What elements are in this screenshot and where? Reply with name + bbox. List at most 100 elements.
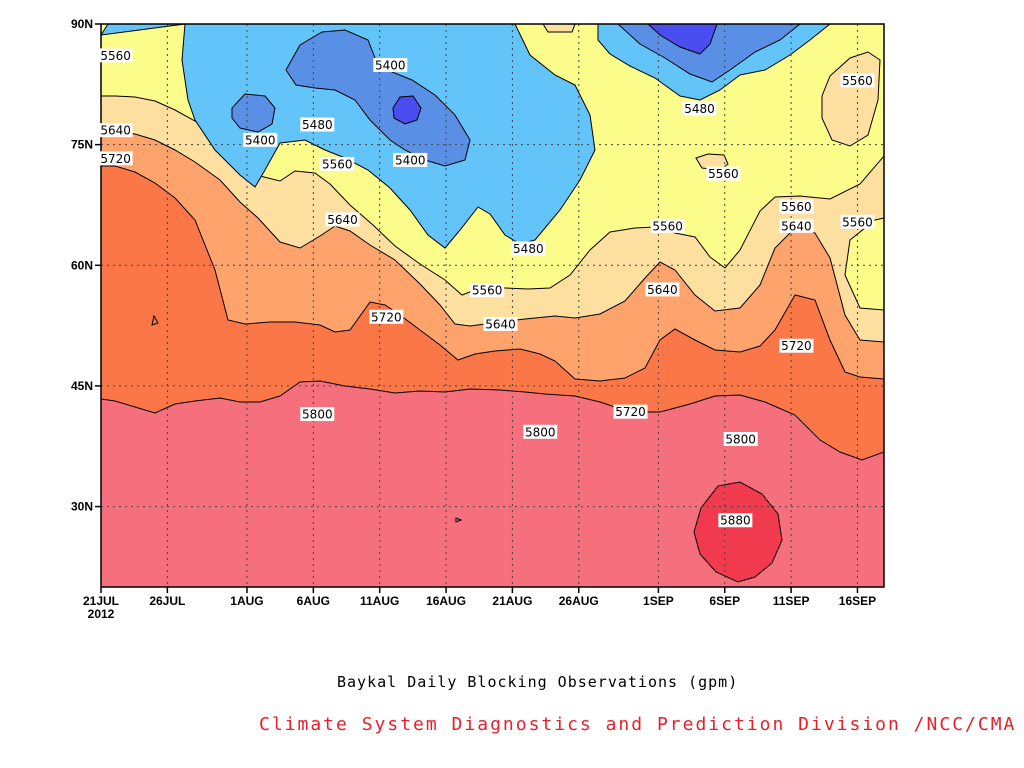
- contour-specks: [151, 314, 463, 523]
- contour-label: 5480: [511, 241, 546, 256]
- contour-label: 5480: [300, 117, 335, 132]
- contour-label-bg: [723, 432, 758, 447]
- contour-label: 5480: [682, 101, 717, 116]
- contour-label: 5400: [243, 132, 278, 147]
- contour-label-text: 5800: [525, 425, 556, 439]
- contour-label: 5720: [369, 309, 404, 324]
- contour-label-bg: [325, 212, 360, 227]
- contour-label-text: 5640: [781, 219, 812, 233]
- plot-frame: [100, 23, 885, 588]
- contour-label: 5640: [483, 316, 518, 331]
- x-tick-label: 6SEP: [709, 594, 740, 608]
- contour-label-bg: [840, 214, 875, 229]
- fill-patch-5560-top: [542, 24, 576, 33]
- contour-label-text: 5480: [684, 102, 715, 116]
- contour-label-text: 5400: [245, 133, 276, 147]
- contour-label-bg: [523, 424, 558, 439]
- contour-label-text: 5560: [842, 74, 873, 88]
- x-tick-label: 21AUG: [492, 594, 532, 608]
- contour-label-text: 5560: [708, 167, 739, 181]
- contour-label-bg: [373, 58, 408, 73]
- x-tick-label: 16AUG: [426, 594, 466, 608]
- contour-label-bg: [393, 152, 428, 167]
- contour-label: 5800: [300, 407, 335, 422]
- x-tick-label: 21JUL: [83, 594, 119, 608]
- x-axis: 21JUL 26JUL 1AUG 6AUG 11AUG 16AUG 21AUG 26AUG 1S…: [83, 587, 876, 621]
- contour-fill-layer: [101, 24, 884, 587]
- contour-label-bg: [840, 73, 875, 88]
- contour-label-bg: [511, 241, 546, 256]
- contour-label-text: 5640: [100, 124, 131, 138]
- x-tick-label: 1SEP: [643, 594, 674, 608]
- contour-label-bg: [718, 513, 753, 528]
- contour-label-bg: [779, 218, 814, 233]
- contour-label-bg: [243, 132, 278, 147]
- contour-label-bg: [779, 199, 814, 214]
- contour-label-text: 5560: [652, 219, 683, 233]
- contour-label-text: 5880: [720, 514, 751, 528]
- contour-label: 5560: [650, 218, 685, 233]
- contour-label: 5560: [779, 199, 814, 214]
- contour-label: 5560: [840, 73, 875, 88]
- contour-label-text: 5560: [842, 215, 873, 229]
- contour-label-bg: [483, 316, 518, 331]
- contour-label: 5560: [470, 283, 505, 298]
- contour-label-text: 5720: [615, 405, 646, 419]
- contour-label: 5720: [779, 338, 814, 353]
- contour-label: 5560: [98, 48, 133, 63]
- y-tick-label: 30N: [71, 500, 93, 514]
- contour-label-bg: [98, 48, 133, 63]
- contour-label-text: 5640: [647, 283, 678, 297]
- x-tick-label: 16SEP: [839, 594, 876, 608]
- contour-label: 5640: [325, 212, 360, 227]
- x-tick-label: 6AUG: [297, 594, 330, 608]
- contour-label: 5800: [523, 424, 558, 439]
- contour-label-bg: [650, 218, 685, 233]
- contour-label-text: 5560: [472, 284, 503, 298]
- contour-label-bg: [613, 404, 648, 419]
- contour-label-text: 5480: [302, 118, 333, 132]
- contour-label: 5560: [320, 156, 355, 171]
- contour-label-text: 5640: [485, 317, 516, 331]
- contour-label-text: 5480: [513, 242, 544, 256]
- contour-label: 5720: [98, 151, 133, 166]
- contour-label: 5400: [393, 152, 428, 167]
- contour-label-text: 5640: [327, 213, 358, 227]
- contour-label-bg: [682, 101, 717, 116]
- source-credit: Climate System Diagnostics and Predictio…: [259, 714, 1017, 735]
- x-tick-label: 1AUG: [230, 594, 263, 608]
- contour-labels: 5400 5400 5400 5480 5480 5480 5560 5560 5560 5560…: [98, 48, 875, 528]
- contour-label-bg: [369, 309, 404, 324]
- x-tick-label: 26JUL: [149, 594, 185, 608]
- contour-label: 5640: [645, 282, 680, 297]
- y-tick-label: 45N: [71, 379, 93, 393]
- contour-label-text: 5560: [322, 157, 353, 171]
- x-tick-label: 11AUG: [360, 594, 399, 608]
- contour-label-bg: [98, 123, 133, 138]
- contour-label-text: 5400: [395, 153, 426, 167]
- contour-label-text: 5400: [375, 59, 406, 73]
- contour-label-bg: [300, 117, 335, 132]
- contour-label-text: 5720: [100, 152, 131, 166]
- contour-label-bg: [320, 156, 355, 171]
- fill-patch-5560-small: [695, 153, 729, 171]
- contour-label-text: 5800: [302, 408, 333, 422]
- contour-label: 5720: [613, 404, 648, 419]
- y-axis: 30N 45N 60N 75N 90N: [71, 17, 101, 514]
- x-year-label: 2012: [88, 607, 115, 621]
- contour-label: 5880: [718, 513, 753, 528]
- contour-label: 5640: [779, 218, 814, 233]
- contour-label-text: 5560: [781, 200, 812, 214]
- contour-label-bg: [645, 282, 680, 297]
- fill-band-above-5880: [693, 481, 783, 583]
- contour-label-text: 5720: [781, 339, 812, 353]
- y-tick-label: 60N: [71, 258, 93, 272]
- contour-label: 5560: [706, 166, 741, 181]
- contour-label-bg: [470, 283, 505, 298]
- contour-label-bg: [300, 407, 335, 422]
- y-tick-label: 75N: [71, 138, 93, 152]
- contour-label-text: 5800: [725, 433, 756, 447]
- contour-label-text: 5720: [371, 310, 402, 324]
- x-tick-label: 11SEP: [773, 594, 810, 608]
